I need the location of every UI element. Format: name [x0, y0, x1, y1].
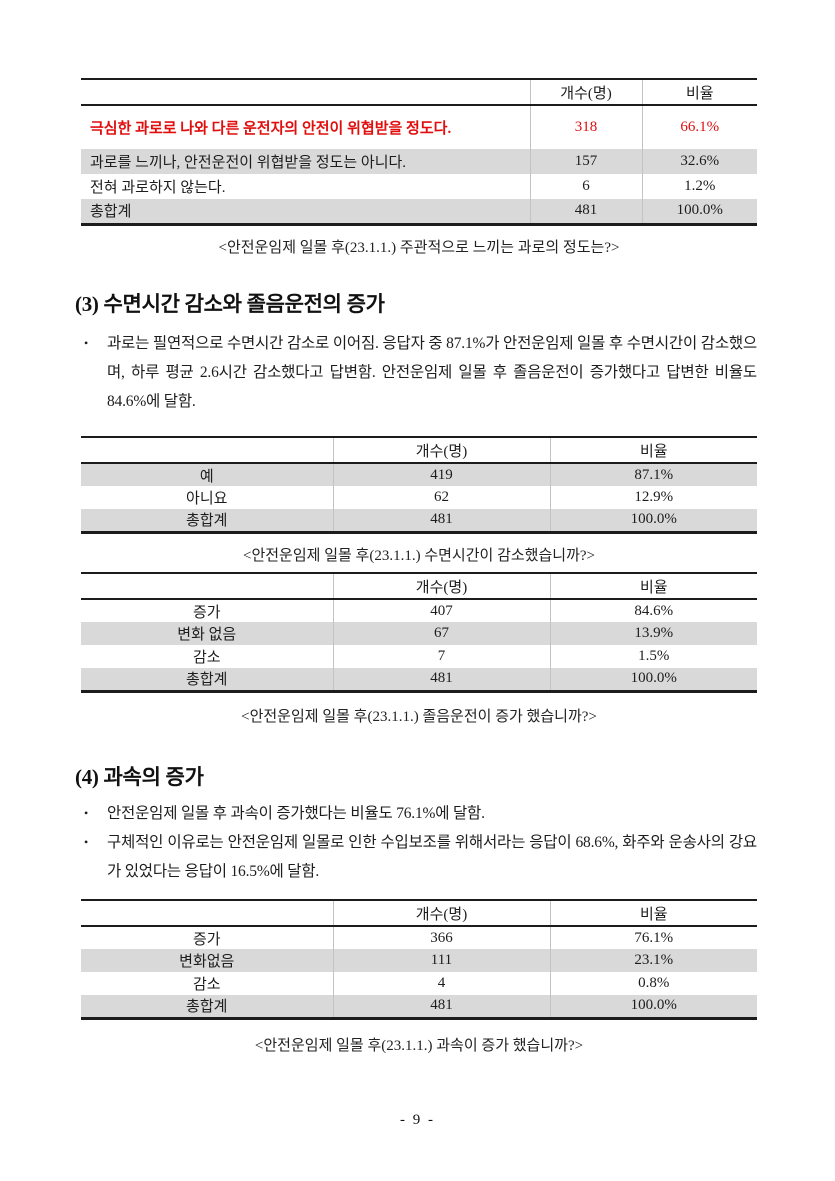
row-ratio: 76.1%: [549, 926, 757, 949]
table-row: 변화 없음 67 13.9%: [81, 622, 757, 645]
row-label: 총합계: [81, 668, 333, 691]
row-count: 481: [332, 509, 550, 532]
row-label: 극심한 과로로 나와 다른 운전자의 안전이 위협받을 정도다.: [90, 121, 452, 137]
header-ratio: 비율: [549, 900, 757, 927]
section-heading-4: (4) 과속의 증가: [75, 765, 204, 789]
row-count: 481: [332, 668, 550, 691]
row-label: 총합계: [81, 509, 333, 532]
row-count: 481: [529, 199, 642, 224]
row-count: 318: [529, 105, 642, 149]
row-label: 총합계: [81, 199, 530, 224]
table-row-highlighted: 극심한 과로로 나와 다른 운전자의 안전이 위협받을 정도다. 318 66.…: [81, 105, 757, 149]
section-4-body: • 안전운임제 일몰 후 과속이 증가했다는 비율도 76.1%에 달함. • …: [84, 799, 757, 886]
row-ratio: 100.0%: [549, 668, 757, 691]
table-row: 예 419 87.1%: [81, 463, 757, 486]
row-label: 전혀 과로하지 않는다.: [90, 180, 226, 196]
header-empty-cell: [81, 79, 530, 106]
header-empty-cell: [81, 573, 333, 600]
section-3-body: • 과로는 필연적으로 수면시간 감소로 이어짐. 응답자 중 87.1%가 안…: [84, 329, 757, 416]
row-label: 과로를 느끼나, 안전운전이 위협받을 정도는 아니다.: [81, 149, 530, 174]
table-row: 변화없음 111 23.1%: [81, 949, 757, 972]
table-total-row: 총합계 481 100.0%: [81, 668, 757, 691]
table-caption: <안전운임제 일몰 후(23.1.1.) 주관적으로 느끼는 과로의 정도는?>: [218, 240, 620, 256]
row-count: 481: [332, 995, 550, 1018]
fatigue-degree-table: 개수(명) 비율 극심한 과로로 나와 다른 운전자의 안전이 위협받을 정도다…: [81, 78, 757, 226]
table-caption: <안전운임제 일몰 후(23.1.1.) 과속이 증가 했습니까?>: [254, 1038, 584, 1054]
row-ratio: 100.0%: [549, 995, 757, 1018]
row-label: 아니요: [186, 491, 228, 507]
header-count: 개수(명): [529, 79, 642, 106]
table-total-row: 총합계 481 100.0%: [81, 199, 757, 224]
row-count: 62: [332, 486, 550, 509]
bullet-icon: •: [84, 806, 89, 820]
table-header-row: 개수(명) 비율: [81, 437, 757, 464]
header-count: 개수(명): [332, 900, 550, 927]
row-label: 변화 없음: [81, 622, 333, 645]
table-total-row: 총합계 481 100.0%: [81, 995, 757, 1018]
header-empty-cell: [81, 900, 333, 927]
row-ratio: 23.1%: [549, 949, 757, 972]
sleep-decrease-table: 개수(명) 비율 예 419 87.1% 아니요 62 12.9% 총합계 48…: [81, 436, 757, 534]
row-ratio: 84.6%: [549, 599, 757, 622]
row-ratio: 12.9%: [549, 486, 757, 509]
row-label: 변화없음: [81, 949, 333, 972]
table-row: 증가 366 76.1%: [81, 926, 757, 949]
table-caption: <안전운임제 일몰 후(23.1.1.) 졸음운전이 증가 했습니까?>: [241, 709, 597, 725]
row-label: 증가: [192, 931, 221, 948]
table-caption: <안전운임제 일몰 후(23.1.1.) 수면시간이 감소했습니까?>: [242, 548, 596, 564]
page-number: - 9 -: [400, 1112, 435, 1128]
header-ratio: 비율: [549, 437, 757, 464]
table-total-row: 총합계 481 100.0%: [81, 509, 757, 532]
row-ratio: 1.2%: [641, 174, 757, 199]
table-row: 과로를 느끼나, 안전운전이 위협받을 정도는 아니다. 157 32.6%: [81, 149, 757, 174]
row-count: 366: [332, 926, 550, 949]
table-row: 감소 4 0.8%: [81, 972, 757, 995]
bullet-text: 과로는 필연적으로 수면시간 감소로 이어짐. 응답자 중 87.1%가 안전운…: [107, 335, 757, 410]
row-ratio: 100.0%: [549, 509, 757, 532]
bullet-icon: •: [84, 835, 89, 849]
table-header-row: 개수(명) 비율: [81, 573, 757, 600]
row-count: 6: [529, 174, 642, 199]
row-count: 419: [332, 463, 550, 486]
row-ratio: 87.1%: [549, 463, 757, 486]
row-ratio: 32.6%: [641, 149, 757, 174]
row-ratio: 1.5%: [549, 645, 757, 668]
bullet-item: • 구체적인 이유로는 안전운임제 일몰로 인한 수입보조를 위해서라는 응답이…: [84, 828, 757, 886]
row-label: 감소: [192, 977, 221, 993]
row-count: 111: [332, 949, 550, 972]
drowsy-driving-table: 개수(명) 비율 증가 407 84.6% 변화 없음 67 13.9% 감소 …: [81, 572, 757, 693]
bullet-item: • 안전운임제 일몰 후 과속이 증가했다는 비율도 76.1%에 달함.: [84, 799, 757, 828]
row-ratio: 13.9%: [549, 622, 757, 645]
header-ratio: 비율: [549, 573, 757, 600]
table-row: 감소 7 1.5%: [81, 645, 757, 668]
row-label: 증가: [192, 604, 221, 621]
row-ratio: 0.8%: [549, 972, 757, 995]
bullet-icon: •: [84, 336, 89, 350]
header-ratio: 비율: [641, 79, 757, 106]
section-heading-3: (3) 수면시간 감소와 졸음운전의 증가: [75, 292, 385, 316]
row-label: 감소: [192, 650, 221, 666]
bullet-text: 구체적인 이유로는 안전운임제 일몰로 인한 수입보조를 위해서라는 응답이 6…: [107, 834, 757, 880]
table-row: 증가 407 84.6%: [81, 599, 757, 622]
row-count: 67: [332, 622, 550, 645]
row-count: 7: [332, 645, 550, 668]
row-label: 예: [81, 463, 333, 486]
table-row: 아니요 62 12.9%: [81, 486, 757, 509]
bullet-item: • 과로는 필연적으로 수면시간 감소로 이어짐. 응답자 중 87.1%가 안…: [84, 329, 757, 416]
row-count: 407: [332, 599, 550, 622]
row-ratio: 100.0%: [641, 199, 757, 224]
row-label: 총합계: [81, 995, 333, 1018]
table-row: 전혀 과로하지 않는다. 6 1.2%: [81, 174, 757, 199]
row-count: 4: [332, 972, 550, 995]
row-count: 157: [529, 149, 642, 174]
header-count: 개수(명): [332, 437, 550, 464]
header-count: 개수(명): [332, 573, 550, 600]
speeding-table: 개수(명) 비율 증가 366 76.1% 변화없음 111 23.1% 감소 …: [81, 899, 757, 1020]
bullet-text: 안전운임제 일몰 후 과속이 증가했다는 비율도 76.1%에 달함.: [107, 805, 485, 822]
table-header-row: 개수(명) 비율: [81, 79, 757, 106]
table-header-row: 개수(명) 비율: [81, 900, 757, 927]
row-ratio: 66.1%: [641, 105, 757, 149]
header-empty-cell: [81, 437, 333, 464]
